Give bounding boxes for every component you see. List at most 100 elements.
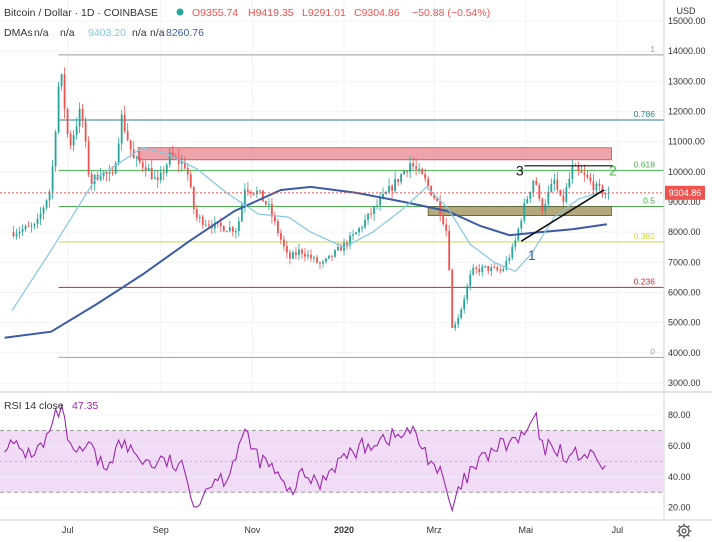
candle [114, 160, 117, 175]
candle-body [454, 324, 457, 328]
candle-body [99, 176, 102, 180]
candle [322, 259, 324, 268]
candle-body [472, 267, 475, 275]
candle [48, 189, 51, 208]
price-axis[interactable]: USD 3000.00 4000.00 5000.00 6000.00 7000.00 8… [663, 0, 706, 520]
candle-body [102, 171, 105, 177]
candle [162, 166, 165, 181]
candle [313, 255, 315, 263]
candle-body [183, 161, 186, 169]
candle-body [463, 299, 466, 310]
symbol-title: Bitcoin / Dollar · 1D · COINBASE [4, 7, 158, 19]
candle [292, 250, 294, 260]
candle-body [475, 267, 478, 269]
candle [556, 171, 559, 193]
candle-body [198, 216, 201, 218]
candle [481, 264, 484, 277]
candle [424, 168, 427, 183]
candle-body [556, 179, 559, 190]
candle [295, 246, 297, 260]
price-pane: 1 0.786 0.618 0.5 0.382 0.236 0 1 2 3 [0, 0, 664, 392]
settings-gear-icon[interactable] [676, 523, 692, 539]
annotation-label: 1 [528, 247, 536, 263]
price-pane-background [0, 0, 664, 392]
candle [69, 130, 72, 150]
candle [535, 176, 538, 186]
candle [370, 207, 372, 219]
indicator-value-2: n/a [60, 27, 75, 39]
candle [72, 129, 75, 152]
time-axis[interactable]: Jul Sep Nov 2020 Mrz Mai Jul [0, 519, 712, 539]
candle-body [337, 247, 339, 251]
rsi-pane: RSI 14 close 47.35 20.00 40.00 60.00 80.00 [0, 400, 691, 513]
candle-body [150, 168, 153, 179]
candle-body [123, 114, 126, 132]
candle-body [180, 161, 183, 164]
candle-body [195, 209, 198, 218]
candle-body [397, 179, 399, 183]
candle-body [514, 240, 517, 247]
candle [589, 172, 592, 185]
candle-body [385, 191, 387, 194]
market-status-icon [176, 8, 184, 16]
candle [361, 225, 363, 233]
candle [15, 228, 18, 240]
candle-body [177, 157, 180, 164]
candle [18, 226, 21, 239]
candle-body [289, 252, 291, 259]
candle [126, 122, 129, 142]
candle-body [379, 198, 381, 206]
candle [451, 268, 454, 329]
candle-body [39, 213, 42, 219]
candle-body [418, 168, 421, 170]
candle-body [258, 190, 261, 192]
candle [385, 190, 387, 195]
candle-body [478, 268, 481, 273]
candle-body [120, 114, 123, 144]
candle [246, 182, 249, 196]
candle [316, 254, 318, 264]
time-tick-label: Sep [153, 525, 169, 535]
candle [189, 170, 192, 189]
candle-body [12, 232, 15, 237]
candle [147, 163, 150, 171]
annotation-label: 2 [609, 162, 617, 178]
candle [195, 205, 198, 222]
rsi-line [4, 403, 606, 513]
candle-body [361, 227, 363, 229]
ohlc-high: H9419.35 [248, 7, 294, 19]
candle [604, 192, 607, 199]
ohlc-low: L9291.01 [302, 7, 346, 19]
candle-body [252, 193, 255, 195]
currency-label: USD [676, 6, 696, 16]
candle [490, 263, 493, 276]
price-tick-label: 11000.00 [668, 137, 705, 147]
candle [81, 103, 84, 128]
candle-body [502, 269, 505, 271]
candle-body [171, 152, 174, 158]
candle [129, 140, 132, 158]
candle-body [147, 168, 150, 171]
time-tick-label: Jul [62, 525, 74, 535]
candle [532, 179, 535, 198]
candle-body [409, 163, 412, 172]
candle-body [358, 228, 360, 233]
candle [550, 178, 553, 193]
candle-body [403, 171, 406, 175]
price-tick-label: 13000.00 [668, 76, 706, 86]
price-tick-label: 10000.00 [668, 167, 706, 177]
candle [277, 218, 279, 237]
candle-body [508, 258, 511, 261]
candle [325, 257, 327, 264]
candle [373, 205, 375, 221]
candle [397, 178, 399, 186]
candle-body [550, 183, 553, 192]
candle [364, 214, 366, 229]
candle [439, 194, 442, 222]
candle [427, 175, 430, 190]
ohlc-close: C9304.86 [354, 7, 400, 19]
candle-body [192, 187, 195, 210]
fib-level-label: 0.236 [634, 276, 656, 286]
candle [57, 81, 60, 135]
